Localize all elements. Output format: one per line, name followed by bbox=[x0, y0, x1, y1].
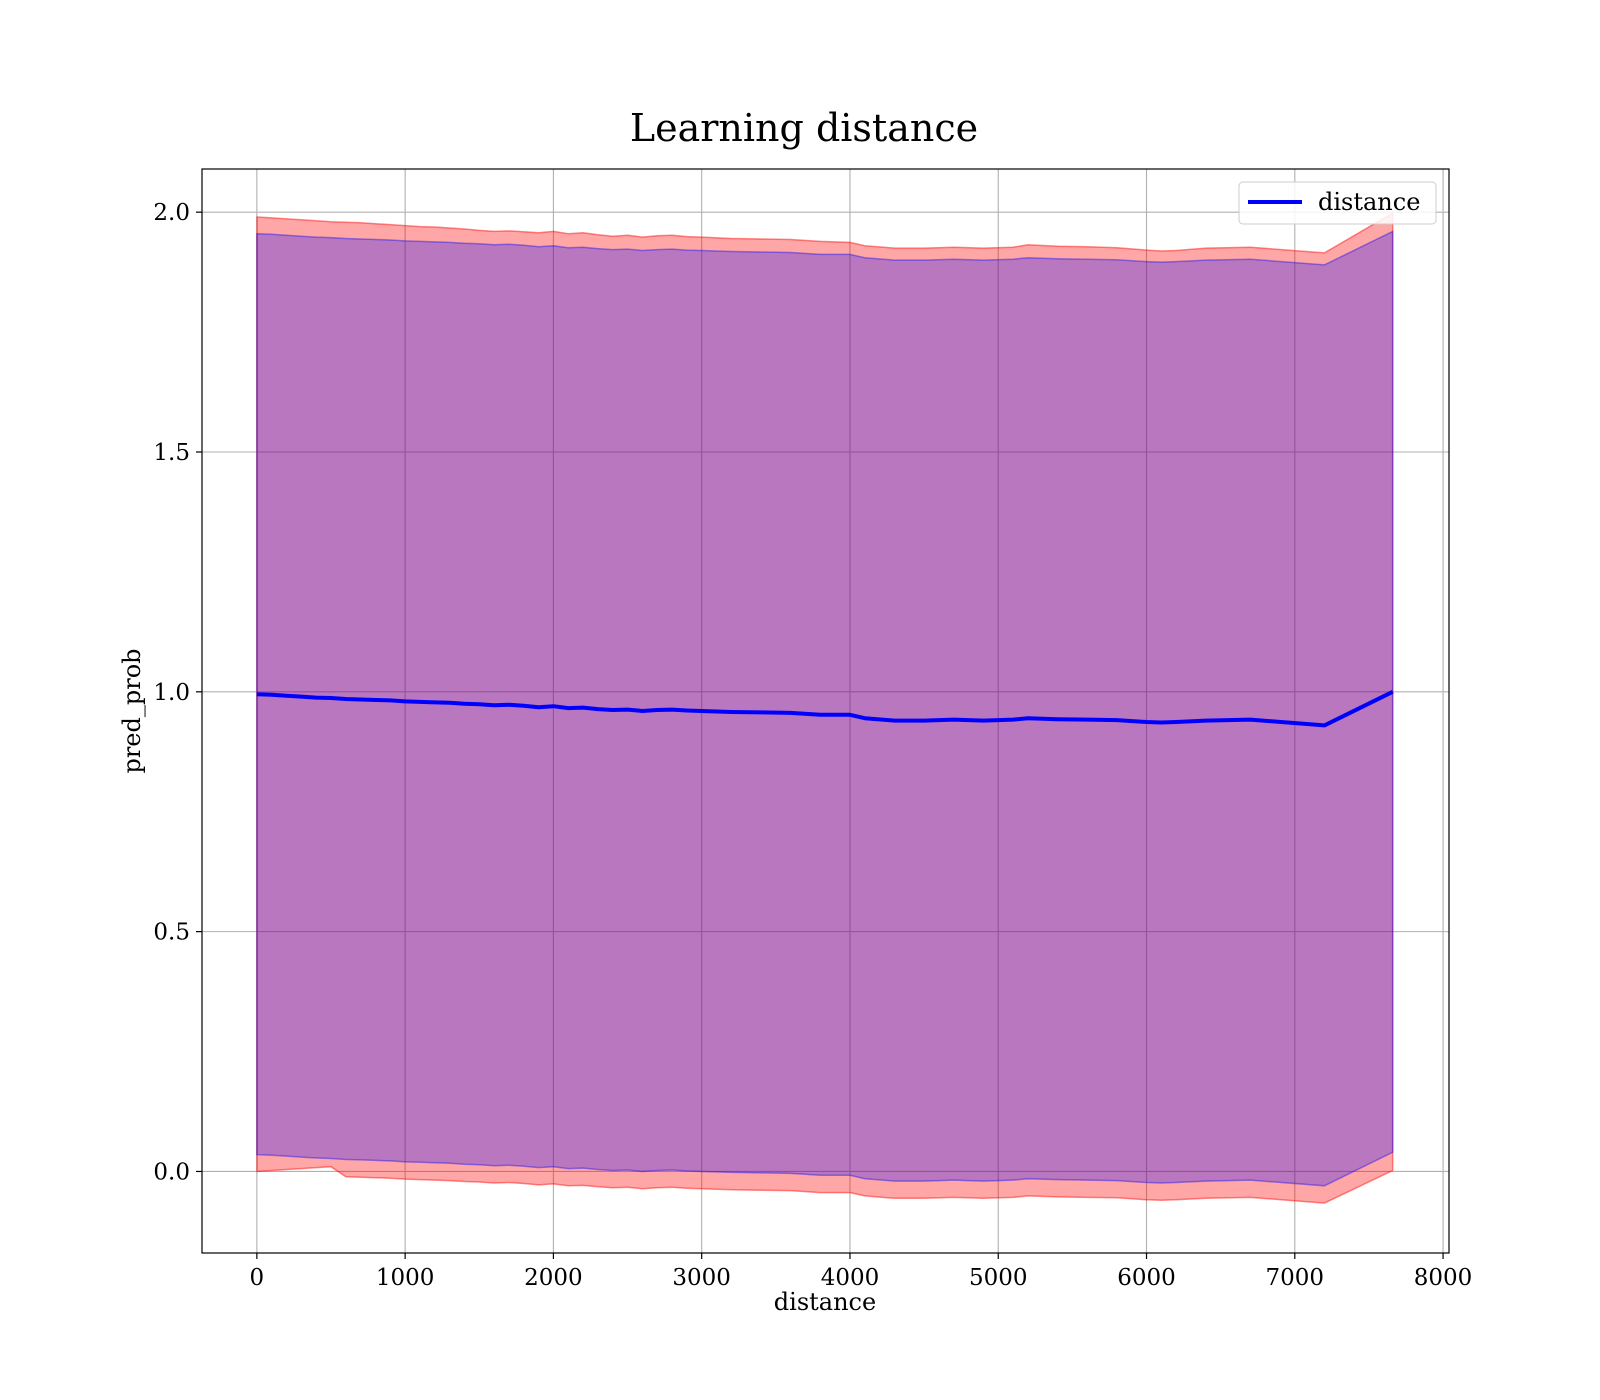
series-lines bbox=[256, 690, 1394, 728]
plot-area-frame bbox=[201, 168, 1450, 1254]
legend-label: distance bbox=[1318, 188, 1420, 216]
y-tick-label: 0.5 bbox=[153, 920, 190, 946]
x-tick-label: 6000 bbox=[1117, 1265, 1176, 1291]
series-line-0 bbox=[256, 690, 1394, 728]
y-axis-ticks: 0.0 0.5 1.0 1.5 2.0 bbox=[153, 200, 202, 1185]
confidence-band-0 bbox=[256, 211, 1394, 1204]
x-tick-label: 3000 bbox=[672, 1265, 731, 1291]
legend-box bbox=[1238, 181, 1437, 225]
x-tick-label: 0 bbox=[250, 1265, 265, 1291]
x-tick-label: 1000 bbox=[376, 1265, 435, 1291]
y-tick-label: 2.0 bbox=[153, 200, 190, 226]
y-tick-label: 1.0 bbox=[153, 680, 190, 706]
y-tick-label: 1.5 bbox=[153, 440, 190, 466]
confidence-bands bbox=[256, 211, 1394, 1204]
confidence-band-1 bbox=[256, 230, 1394, 1187]
x-axis-ticks: 0 1000 2000 3000 4000 5000 6000 7000 8000 bbox=[250, 1253, 1473, 1291]
x-tick-label: 7000 bbox=[1266, 1265, 1325, 1291]
y-tick-label: 0.0 bbox=[153, 1159, 190, 1185]
legend: distance bbox=[1238, 181, 1437, 225]
grid bbox=[202, 169, 1449, 1253]
chart-title: Learning distance bbox=[630, 106, 978, 150]
x-axis-label: distance bbox=[774, 1288, 876, 1316]
x-tick-label: 4000 bbox=[821, 1265, 880, 1291]
x-tick-label: 2000 bbox=[524, 1265, 583, 1291]
x-tick-label: 8000 bbox=[1414, 1265, 1473, 1291]
y-axis-label: pred_prob bbox=[118, 648, 146, 773]
x-tick-label: 5000 bbox=[969, 1265, 1028, 1291]
